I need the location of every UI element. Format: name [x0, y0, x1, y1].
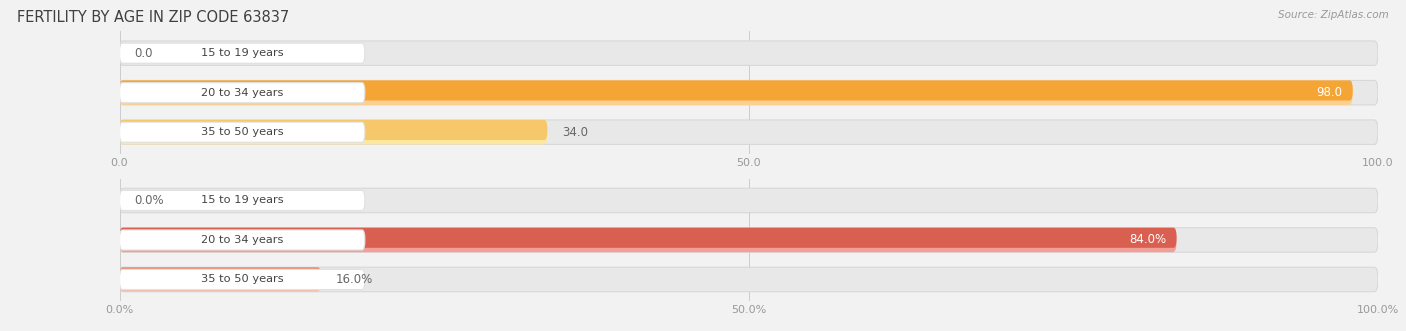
Text: 0.0%: 0.0%	[135, 194, 165, 207]
Text: 15 to 19 years: 15 to 19 years	[201, 48, 284, 58]
FancyBboxPatch shape	[120, 43, 366, 63]
FancyBboxPatch shape	[120, 230, 366, 250]
FancyBboxPatch shape	[120, 122, 366, 142]
FancyBboxPatch shape	[120, 269, 366, 290]
Text: 35 to 50 years: 35 to 50 years	[201, 127, 284, 137]
Text: 34.0: 34.0	[562, 126, 589, 139]
FancyBboxPatch shape	[120, 267, 321, 287]
FancyBboxPatch shape	[120, 120, 547, 144]
FancyBboxPatch shape	[120, 83, 366, 103]
Text: 15 to 19 years: 15 to 19 years	[201, 196, 284, 206]
Text: 20 to 34 years: 20 to 34 years	[201, 88, 284, 98]
FancyBboxPatch shape	[120, 120, 547, 140]
Text: 0.0: 0.0	[135, 47, 153, 60]
FancyBboxPatch shape	[120, 80, 1378, 105]
Text: Source: ZipAtlas.com: Source: ZipAtlas.com	[1278, 10, 1389, 20]
FancyBboxPatch shape	[120, 228, 1177, 252]
FancyBboxPatch shape	[120, 267, 1378, 292]
Text: 20 to 34 years: 20 to 34 years	[201, 235, 284, 245]
FancyBboxPatch shape	[120, 228, 1378, 252]
FancyBboxPatch shape	[120, 228, 1177, 248]
FancyBboxPatch shape	[120, 190, 366, 211]
FancyBboxPatch shape	[120, 80, 1353, 105]
FancyBboxPatch shape	[120, 80, 1353, 101]
Text: FERTILITY BY AGE IN ZIP CODE 63837: FERTILITY BY AGE IN ZIP CODE 63837	[17, 10, 290, 25]
Text: 16.0%: 16.0%	[336, 273, 373, 286]
Text: 84.0%: 84.0%	[1129, 233, 1167, 247]
Text: 98.0: 98.0	[1316, 86, 1343, 99]
FancyBboxPatch shape	[120, 267, 321, 292]
Text: 35 to 50 years: 35 to 50 years	[201, 274, 284, 284]
FancyBboxPatch shape	[120, 188, 1378, 213]
FancyBboxPatch shape	[120, 120, 1378, 144]
FancyBboxPatch shape	[120, 41, 1378, 66]
